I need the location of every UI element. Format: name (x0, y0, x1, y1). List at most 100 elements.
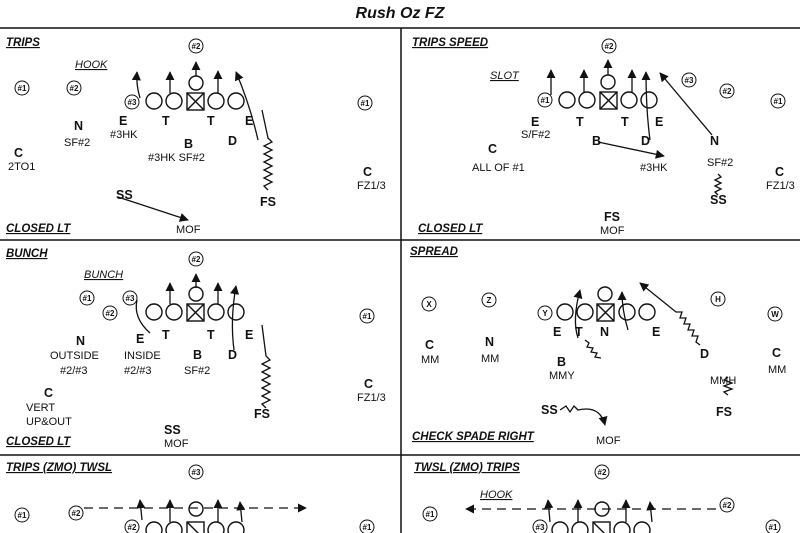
trips-route-label: E (119, 114, 127, 128)
spread-route-label: E (652, 325, 660, 339)
bunch-route-label: T (207, 328, 215, 342)
panel-spread-title: SPREAD (410, 246, 458, 258)
bunch-b-label: SF#2 (184, 365, 210, 377)
trips-speed-route-label: B (592, 134, 601, 148)
twsl-zmo-routes (465, 499, 716, 523)
spread-mmh-label: MMH (710, 375, 736, 387)
trips-c-left: C (14, 146, 23, 160)
panel-spread: SPREAD X Z Y H W E T N E D B C M (410, 246, 786, 447)
spread-c-left-label: MM (421, 354, 439, 366)
twsl-zmo-marker: #2 (723, 501, 732, 510)
panel-bunch: BUNCH BUNCH #2 #1 #2 #3 #1 E T T E D (6, 248, 386, 450)
twsl-zmo-markers (422, 464, 781, 533)
spread-marker: W (771, 310, 779, 319)
trips-marker: #1 (18, 84, 27, 93)
spread-coverage: CHECK SPADE RIGHT (412, 431, 535, 443)
bunch-e-sub: #2/#3 (124, 365, 152, 377)
bunch-route-label: N (76, 334, 85, 348)
trips-b-label: #3HK SF#2 (148, 152, 205, 164)
spread-ss: SS (541, 403, 558, 417)
spread-n-defender: N (485, 335, 494, 349)
spread-c-right-label: MM (768, 364, 786, 376)
bunch-c-right: C (364, 377, 373, 391)
trips-route-label: D (228, 134, 237, 148)
bunch-n-label: OUTSIDE (50, 350, 99, 362)
trips-speed-ss: SS (710, 193, 727, 207)
bunch-ss: SS (164, 423, 181, 437)
trips-speed-marker: #1 (541, 96, 550, 105)
bunch-route-label: B (193, 348, 202, 362)
trips-speed-coverage: CLOSED LT (418, 223, 483, 235)
trips-zmo-routes (84, 499, 307, 523)
panel-trips-title: TRIPS (6, 37, 40, 49)
panel-bunch-title: BUNCH (6, 248, 48, 260)
spread-offensive-line (556, 286, 656, 322)
trips-speed-route-label: D (641, 134, 650, 148)
trips-speed-routes (546, 59, 723, 196)
bunch-fs: FS (254, 407, 270, 421)
twsl-zmo-marker: #1 (426, 510, 435, 519)
trips-ss-label: MOF (176, 224, 201, 236)
trips-zmo-marker: #2 (128, 523, 137, 532)
trips-speed-offensive-line (558, 74, 658, 110)
spread-fs: FS (716, 405, 732, 419)
trips-speed-c-left: C (488, 142, 497, 156)
spread-route-label: T (575, 325, 583, 339)
twsl-zmo-marker: #2 (598, 468, 607, 477)
trips-speed-marker: #1 (774, 97, 783, 106)
bunch-markers (79, 251, 375, 324)
bunch-c-left: C (44, 386, 53, 400)
panel-grid (0, 27, 800, 533)
trips-speed-route-label: T (576, 115, 584, 129)
spread-route-label: D (700, 347, 709, 361)
bunch-n-sub: #2/#3 (60, 365, 88, 377)
trips-marker: #3 (128, 98, 137, 107)
bunch-c-right-label: FZ1/3 (357, 392, 386, 404)
bunch-route-label: E (245, 328, 253, 342)
spread-marker: Z (487, 296, 492, 305)
bunch-marker: #1 (363, 312, 372, 321)
trips-zmo-markers (14, 464, 375, 533)
panel-twsl-zmo-trips: TWSL (ZMO) TRIPS HOOK #2 #1 #2 #3 #1 (414, 462, 781, 533)
trips-speed-marker: #3 (685, 76, 694, 85)
bunch-route-label: D (228, 348, 237, 362)
trips-callout: HOOK (75, 59, 108, 71)
twsl-zmo-offensive-line (551, 501, 651, 533)
bunch-marker: #2 (106, 309, 115, 318)
trips-routes (117, 61, 274, 222)
bunch-c-left-label: VERT (26, 402, 55, 414)
trips-route-label: B (184, 137, 193, 151)
trips-speed-route-label: N (710, 134, 719, 148)
panel-twsl-zmo-trips-title: TWSL (ZMO) TRIPS (414, 462, 520, 474)
trips-route-label: E (245, 114, 253, 128)
spread-b-label: MMY (549, 370, 575, 382)
trips-zmo-marker: #3 (192, 468, 201, 477)
trips-speed-callout: SLOT (490, 70, 520, 82)
trips-marker: #2 (192, 42, 201, 51)
spread-marker: Y (542, 309, 548, 318)
trips-route-label: T (207, 114, 215, 128)
bunch-route-label: E (136, 332, 144, 346)
twsl-zmo-callout: HOOK (480, 489, 513, 501)
bunch-e-label: INSIDE (124, 350, 161, 362)
trips-speed-n-label: SF#2 (707, 157, 733, 169)
trips-zmo-offensive-line (145, 501, 245, 533)
twsl-zmo-marker: #3 (536, 523, 545, 532)
panel-trips-zmo-twsl-title: TRIPS (ZMO) TWSL (6, 462, 112, 474)
trips-speed-c-right: C (775, 165, 784, 179)
trips-speed-marker: #2 (723, 87, 732, 96)
play-title: Rush Oz FZ (356, 5, 446, 22)
trips-c-left-label: 2TO1 (8, 161, 35, 173)
spread-route-label: N (600, 325, 609, 339)
spread-c-left: C (425, 338, 434, 352)
bunch-routes (135, 273, 272, 409)
trips-speed-fs-label: MOF (600, 225, 625, 237)
panel-trips: TRIPS HOOK #1 #2 #2 #1 #3 (6, 37, 386, 236)
bunch-marker: #2 (192, 255, 201, 264)
spread-route-label: B (557, 355, 566, 369)
spread-c-right: C (772, 346, 781, 360)
panel-trips-speed: TRIPS SPEED SLOT #2 #3 #1 #2 #1 (412, 37, 795, 237)
bunch-c-left-sub: UP&OUT (26, 416, 72, 428)
trips-ss: SS (116, 188, 133, 202)
spread-markers (421, 291, 783, 322)
